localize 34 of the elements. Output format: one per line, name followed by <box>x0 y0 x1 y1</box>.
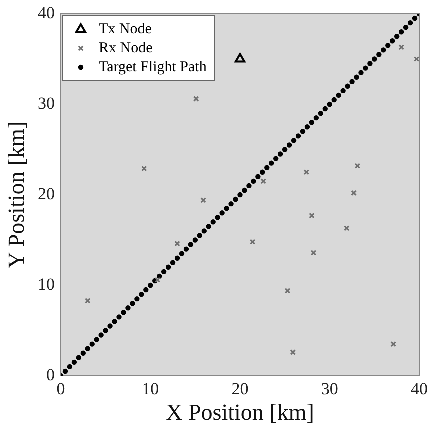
y-tick-label: 40 <box>38 3 55 22</box>
x-tick-label: 20 <box>232 380 249 399</box>
point <box>284 288 291 294</box>
y-axis-title: Y Position [km] <box>4 121 29 269</box>
point <box>309 212 315 219</box>
x-tick-label: 40 <box>411 380 428 399</box>
point <box>154 277 161 283</box>
point <box>84 298 91 304</box>
point <box>354 163 361 169</box>
point <box>141 166 148 172</box>
legend-label: Rx Node <box>99 40 154 56</box>
x-axis-title: X Position [km] <box>166 400 314 426</box>
x-tick-label: 30 <box>321 380 338 399</box>
point <box>344 226 350 232</box>
point <box>200 198 206 204</box>
point <box>260 178 266 184</box>
point <box>250 239 256 245</box>
point <box>193 96 200 102</box>
point <box>414 56 420 62</box>
point <box>304 169 310 176</box>
y-tick-label: 20 <box>38 184 55 204</box>
point <box>390 341 396 348</box>
x-tick-label: 10 <box>142 380 160 399</box>
point <box>174 240 180 247</box>
y-tick-label: 30 <box>38 94 55 113</box>
point <box>234 53 246 63</box>
y-tick-label: 10 <box>38 274 55 294</box>
legend-label: Target Flight Path <box>99 59 208 76</box>
legend-label: Tx Node <box>99 21 152 38</box>
point <box>351 190 357 196</box>
point <box>290 350 296 356</box>
y-tick-label: 0 <box>46 365 55 384</box>
point <box>398 44 404 50</box>
point <box>310 250 317 256</box>
